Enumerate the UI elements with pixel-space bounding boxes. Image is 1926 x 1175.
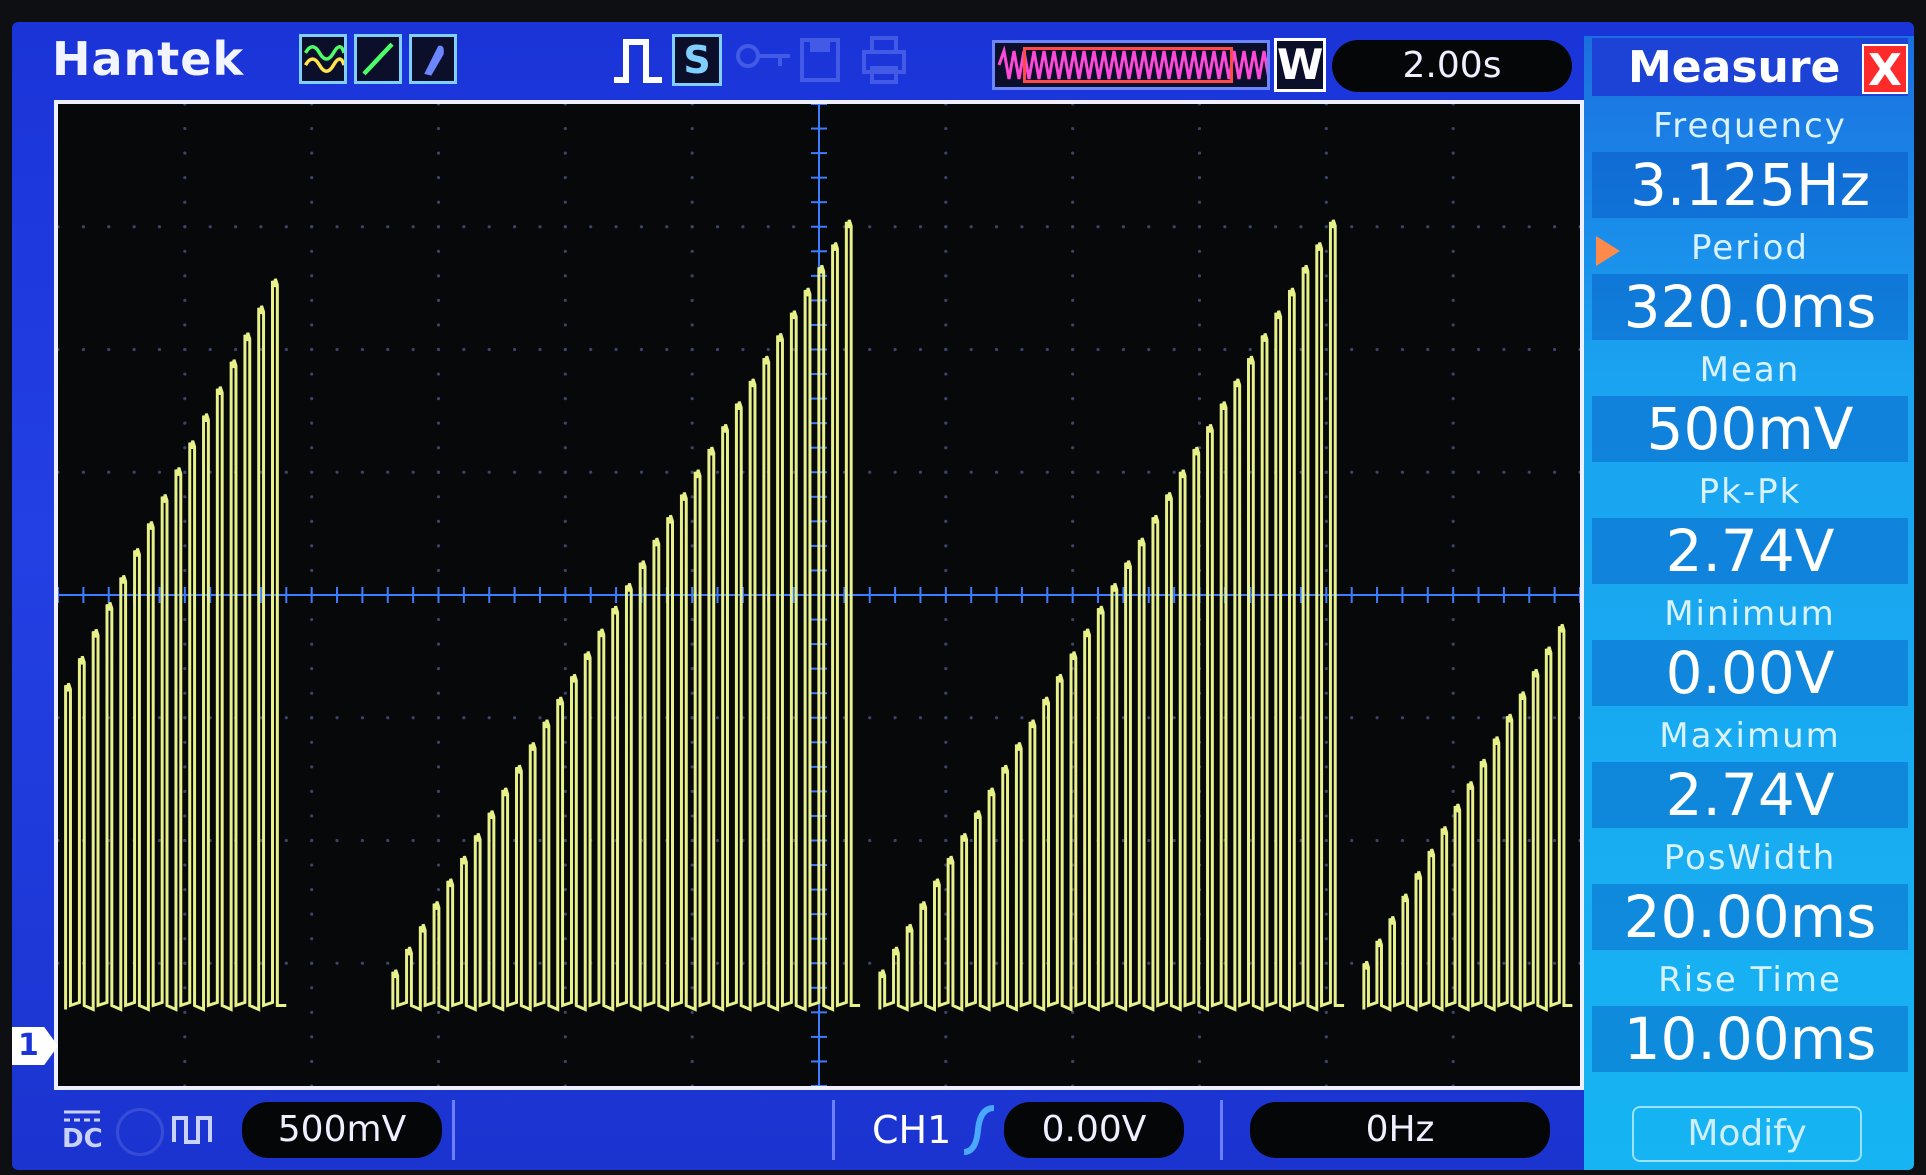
measure-mean[interactable]: Mean 500mV <box>1592 346 1908 466</box>
measure-label: Rise Time <box>1658 960 1842 1000</box>
pulse-trigger-icon[interactable] <box>612 34 664 86</box>
sine-wave-icon[interactable] <box>299 34 347 84</box>
measure-value: 500mV <box>1592 396 1908 462</box>
bandwidth-limit-icon <box>116 1108 164 1156</box>
measure-label: Frequency <box>1653 106 1847 146</box>
measure-label: Maximum <box>1659 716 1841 756</box>
measure-label: Period <box>1690 228 1810 268</box>
oscilloscope-screen: Hantek S W 2.00s <box>12 22 1914 1170</box>
divider <box>832 1100 835 1160</box>
close-button[interactable]: X <box>1862 44 1908 96</box>
dc-coupling-icon <box>64 1110 100 1122</box>
measure-poswidth[interactable]: PosWidth 20.00ms <box>1592 834 1908 954</box>
modify-button[interactable]: Modify <box>1632 1106 1862 1162</box>
divider <box>1220 1100 1223 1160</box>
measure-label: Minimum <box>1664 594 1836 634</box>
rising-edge-icon <box>962 1104 996 1160</box>
measure-rise-time[interactable]: Rise Time 10.00ms <box>1592 956 1908 1076</box>
key-icon <box>734 36 794 80</box>
measure-label: Mean <box>1699 350 1801 390</box>
measure-value: 2.74V <box>1592 518 1908 584</box>
measure-panel: Measure X Frequency 3.125Hz Period 320.0… <box>1584 36 1914 1170</box>
trigger-level-readout[interactable]: 0.00V <box>1004 1102 1184 1158</box>
window-zoom-button[interactable]: W <box>1274 38 1326 92</box>
trigger-frequency-readout: 0Hz <box>1250 1102 1550 1158</box>
memory-buffer-indicator <box>992 40 1270 90</box>
coupling-indicator: DC <box>62 1108 103 1154</box>
measure-title: Measure <box>1628 42 1841 93</box>
trigger-channel-label: CH1 <box>872 1108 952 1152</box>
brand-logo: Hantek <box>52 32 245 86</box>
measure-value: 2.74V <box>1592 762 1908 828</box>
measure-minimum[interactable]: Minimum 0.00V <box>1592 590 1908 710</box>
print-icon <box>860 36 908 90</box>
measure-label: PosWidth <box>1663 838 1837 878</box>
measure-value: 3.125Hz <box>1592 152 1908 218</box>
single-mode-button[interactable]: S <box>672 34 722 86</box>
save-icon <box>798 36 842 88</box>
measure-pk-pk[interactable]: Pk-Pk 2.74V <box>1592 468 1908 588</box>
selected-arrow-icon <box>1596 236 1620 266</box>
divider <box>452 1100 455 1160</box>
measure-label: Pk-Pk <box>1698 472 1802 512</box>
ch1-trace <box>64 219 1573 1012</box>
line-cursor-icon[interactable] <box>354 34 402 84</box>
ch1-ground-marker[interactable]: 1 <box>12 1027 58 1065</box>
waveform-display <box>54 100 1584 1090</box>
measure-value: 320.0ms <box>1592 274 1908 340</box>
probe-icon[interactable] <box>409 34 457 84</box>
measure-maximum[interactable]: Maximum 2.74V <box>1592 712 1908 832</box>
timebase-readout: 2.00s <box>1332 40 1572 92</box>
coupling-label: DC <box>62 1124 103 1154</box>
top-bar: Hantek S W 2.00s <box>12 22 1582 100</box>
measure-period[interactable]: Period 320.0ms <box>1592 224 1908 344</box>
measure-value: 20.00ms <box>1592 884 1908 950</box>
measure-value: 0.00V <box>1592 640 1908 706</box>
buffer-view-window <box>1023 47 1233 83</box>
waveform-plot <box>58 104 1580 1086</box>
measure-header: Measure X <box>1592 38 1908 96</box>
probe-x-icon <box>172 1112 216 1152</box>
volts-div-readout[interactable]: 500mV <box>242 1102 442 1158</box>
measure-value: 10.00ms <box>1592 1006 1908 1072</box>
bottom-bar: DC 500mV CH1 0.00V 0Hz <box>12 1090 1584 1170</box>
measure-frequency[interactable]: Frequency 3.125Hz <box>1592 102 1908 222</box>
